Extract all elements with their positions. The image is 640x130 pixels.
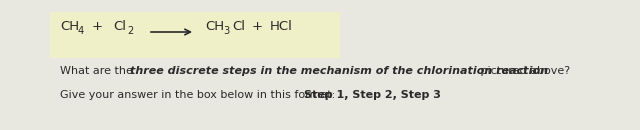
Text: Step 1, Step 2, Step 3: Step 1, Step 2, Step 3: [304, 90, 441, 100]
Text: Cl: Cl: [232, 20, 245, 33]
Text: What are the: What are the: [60, 66, 136, 76]
Text: Give your answer in the box below in this format:: Give your answer in the box below in thi…: [60, 90, 339, 100]
FancyBboxPatch shape: [50, 12, 340, 58]
Text: three discrete steps in the mechanism of the chlorination reaction: three discrete steps in the mechanism of…: [130, 66, 548, 76]
Text: CH: CH: [60, 20, 79, 33]
Text: 3: 3: [223, 26, 229, 36]
Text: Cl: Cl: [113, 20, 126, 33]
Text: +: +: [92, 20, 103, 33]
Text: 4: 4: [78, 26, 84, 36]
Text: pictured above?: pictured above?: [477, 66, 570, 76]
Text: +: +: [252, 20, 263, 33]
Text: CH: CH: [205, 20, 224, 33]
Text: HCl: HCl: [270, 20, 293, 33]
Text: 2: 2: [127, 26, 133, 36]
